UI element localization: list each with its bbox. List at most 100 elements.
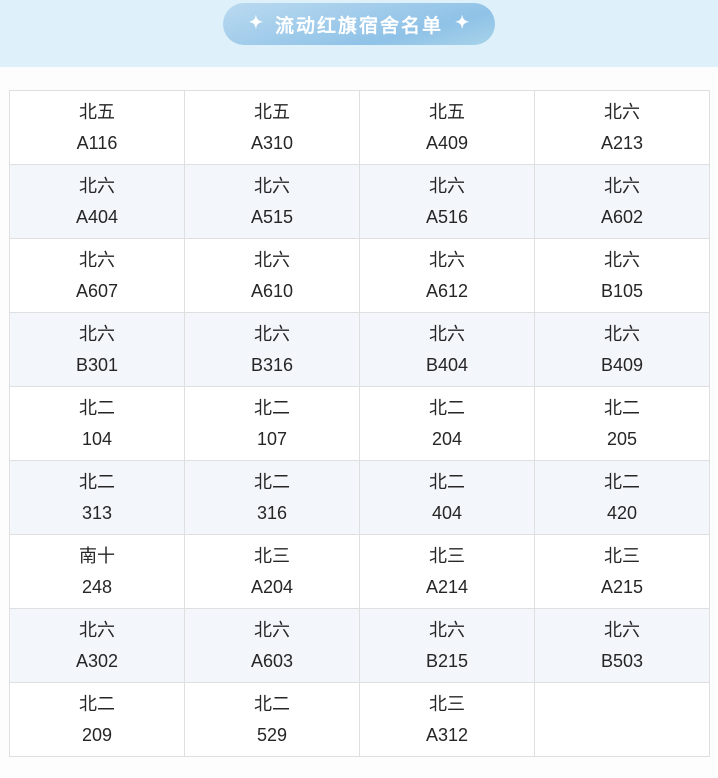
dorm-table-body: 北五 A116 北五 A310 北五 A409 北六 A213 北六 A404 北六 A515 北六 A5…	[9, 90, 710, 757]
room-number: B409	[600, 354, 644, 375]
dorm-cell: 北三 A215	[534, 534, 710, 609]
room-number: 205	[606, 428, 638, 449]
dorm-cell: 北二 316	[184, 460, 360, 535]
table-row: 南十 248 北三 A204 北三 A214 北三 A215	[9, 534, 710, 609]
table-row: 北二 209 北二 529 北三 A312	[9, 682, 710, 757]
room-number: B404	[425, 354, 469, 375]
dorm-cell: 北二 104	[9, 386, 185, 461]
table-row: 北六 A302 北六 A603 北六 B215 北六 B503	[9, 608, 710, 683]
room-number: 404	[431, 502, 463, 523]
building-name: 北六	[429, 323, 465, 344]
room-number: B316	[250, 354, 294, 375]
dorm-cell: 北六 B503	[534, 608, 710, 683]
dorm-cell: 北六 B409	[534, 312, 710, 387]
page-title: 流动红旗宿舍名单	[274, 15, 443, 37]
building-name: 北六	[79, 323, 115, 344]
building-name: 北六	[254, 249, 290, 270]
room-number: A312	[425, 724, 469, 745]
room-number: A204	[250, 576, 294, 597]
dorm-cell: 北六 A607	[9, 238, 185, 313]
building-name: 北六	[254, 619, 290, 640]
building-name: 北六	[604, 619, 640, 640]
room-number: A302	[75, 650, 119, 671]
building-name: 南十	[79, 545, 115, 566]
building-name: 北二	[254, 397, 290, 418]
room-number: 313	[81, 502, 113, 523]
dorm-cell: 北六 A610	[184, 238, 360, 313]
dorm-cell: 北二 420	[534, 460, 710, 535]
sparkle-right-icon: ✦	[455, 13, 470, 32]
room-number: 529	[256, 724, 288, 745]
room-number: 248	[81, 576, 113, 597]
room-number: A213	[600, 132, 644, 153]
building-name: 北三	[429, 545, 465, 566]
building-name: 北六	[429, 249, 465, 270]
table-row: 北六 B301 北六 B316 北六 B404 北六 B409	[9, 312, 710, 387]
building-name: 北五	[79, 101, 115, 122]
room-number: B105	[600, 280, 644, 301]
dorm-cell: 南十 248	[9, 534, 185, 609]
room-number: A310	[250, 132, 294, 153]
dorm-table: 北五 A116 北五 A310 北五 A409 北六 A213 北六 A404 北六 A515 北六 A5…	[9, 90, 710, 757]
room-number: A215	[600, 576, 644, 597]
room-number: A516	[425, 206, 469, 227]
dorm-cell: 北六 A603	[184, 608, 360, 683]
building-name: 北六	[604, 323, 640, 344]
sparkle-left-icon: ✦	[248, 13, 263, 32]
dorm-cell: 北六 A404	[9, 164, 185, 239]
dorm-cell: 北六 B105	[534, 238, 710, 313]
room-number: A603	[250, 650, 294, 671]
dorm-cell: 北二 209	[9, 682, 185, 757]
dorm-cell: 北二 204	[359, 386, 535, 461]
building-name: 北六	[604, 175, 640, 196]
room-number: 104	[81, 428, 113, 449]
dorm-cell: 北六 A516	[359, 164, 535, 239]
building-name: 北六	[604, 249, 640, 270]
dorm-cell: 北三 A204	[184, 534, 360, 609]
room-number: A602	[600, 206, 644, 227]
dorm-cell: 北六 A302	[9, 608, 185, 683]
dorm-cell: 北六 A612	[359, 238, 535, 313]
room-number: 209	[81, 724, 113, 745]
building-name: 北六	[79, 175, 115, 196]
building-name: 北二	[79, 471, 115, 492]
building-name: 北二	[429, 471, 465, 492]
dorm-cell: 北五 A310	[184, 90, 360, 165]
room-number: A612	[425, 280, 469, 301]
room-number: 204	[431, 428, 463, 449]
dorm-cell: 北五 A116	[9, 90, 185, 165]
dorm-cell: 北二 404	[359, 460, 535, 535]
dorm-cell: 北六 A515	[184, 164, 360, 239]
room-number: A214	[425, 576, 469, 597]
dorm-cell: 北六 B404	[359, 312, 535, 387]
building-name: 北二	[254, 471, 290, 492]
dorm-cell: 北六 B215	[359, 608, 535, 683]
table-row: 北五 A116 北五 A310 北五 A409 北六 A213	[9, 90, 710, 165]
title-badge: ✦ 流动红旗宿舍名单 ✦	[222, 3, 496, 45]
building-name: 北三	[254, 545, 290, 566]
room-number: A404	[75, 206, 119, 227]
building-name: 北五	[429, 101, 465, 122]
dorm-cell: 北二 313	[9, 460, 185, 535]
building-name: 北六	[429, 619, 465, 640]
dorm-cell: 北六 A213	[534, 90, 710, 165]
building-name: 北六	[254, 175, 290, 196]
header-banner: ✦ 流动红旗宿舍名单 ✦	[0, 0, 718, 67]
table-container: 北五 A116 北五 A310 北五 A409 北六 A213 北六 A404 北六 A515 北六 A5…	[0, 67, 718, 757]
dorm-cell: 北五 A409	[359, 90, 535, 165]
room-number: 420	[606, 502, 638, 523]
building-name: 北二	[604, 471, 640, 492]
dorm-cell: 北六 A602	[534, 164, 710, 239]
table-row: 北二 313 北二 316 北二 404 北二 420	[9, 460, 710, 535]
dorm-cell: 北二 529	[184, 682, 360, 757]
building-name: 北五	[254, 101, 290, 122]
room-number: A610	[250, 280, 294, 301]
building-name: 北六	[604, 101, 640, 122]
dorm-cell: 北二 107	[184, 386, 360, 461]
room-number: 107	[256, 428, 288, 449]
building-name: 北二	[79, 693, 115, 714]
room-number: A409	[425, 132, 469, 153]
dorm-cell: 北三 A214	[359, 534, 535, 609]
building-name: 北二	[429, 397, 465, 418]
building-name: 北三	[604, 545, 640, 566]
